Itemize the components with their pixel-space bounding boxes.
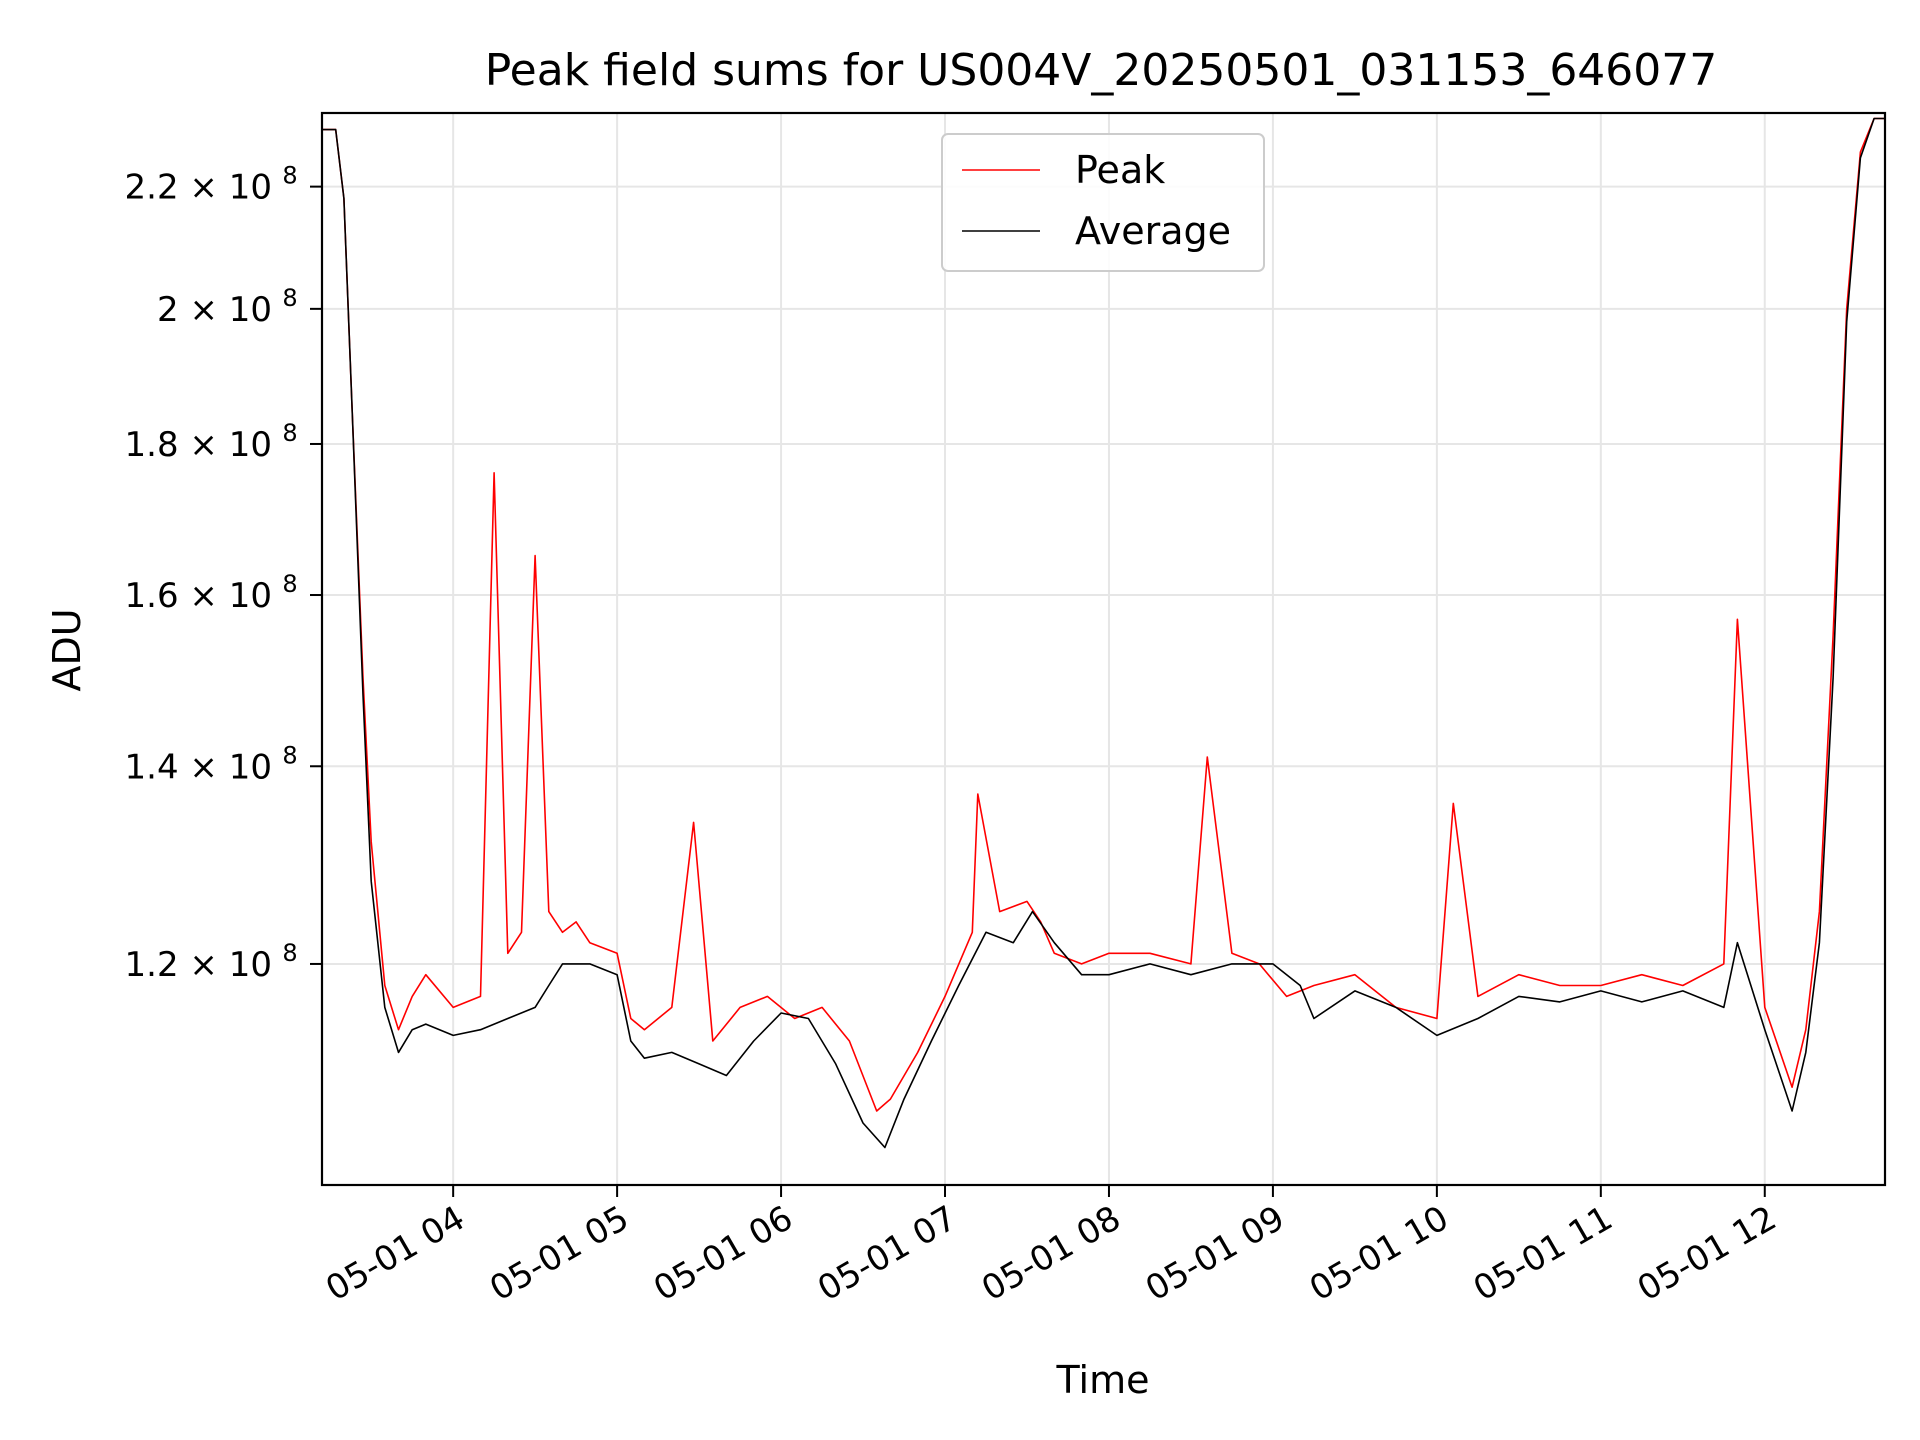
plot-frame — [320, 111, 1887, 1187]
x-tick-label: 05-01 04 — [319, 1198, 471, 1309]
x-tick-label: 05-01 11 — [1467, 1198, 1619, 1309]
legend-label-average: Average — [1075, 209, 1231, 253]
y-tick-label: 1.4 × 10 — [125, 747, 272, 787]
x-tick-label: 05-01 07 — [811, 1198, 963, 1309]
y-tick-exponent: 8 — [282, 570, 297, 598]
x-tick-label: 05-01 10 — [1303, 1198, 1455, 1309]
legend: Peak Average — [941, 133, 1265, 272]
y-axis: 1.2 × 10 8 1.4 × 10 8 1.6 × 10 8 1.8 × 10 8 2 × … — [125, 162, 322, 985]
x-tick-label: 05-01 12 — [1631, 1198, 1783, 1309]
x-axis-label: Time — [1056, 1358, 1150, 1402]
y-tick-label: 1.2 × 10 — [125, 945, 272, 985]
y-tick-label: 1.6 × 10 — [125, 576, 272, 616]
x-tick-label: 05-01 08 — [975, 1198, 1127, 1309]
y-tick-exponent: 8 — [282, 419, 297, 447]
legend-box — [941, 133, 1265, 272]
x-tick-label: 05-01 05 — [483, 1198, 635, 1309]
y-tick-label: 2.2 × 10 — [125, 168, 272, 208]
y-tick-exponent: 8 — [282, 162, 297, 190]
series-line-peak — [322, 117, 1885, 1112]
series-layer — [322, 117, 1885, 1149]
y-tick-exponent: 8 — [282, 939, 297, 967]
y-tick-exponent: 8 — [282, 284, 297, 312]
series-line-average — [322, 117, 1885, 1149]
y-tick-label: 1.8 × 10 — [125, 425, 272, 465]
y-tick-exponent: 8 — [282, 741, 297, 769]
grid-layer — [322, 113, 1885, 1185]
x-tick-label: 05-01 06 — [647, 1198, 799, 1309]
chart-title: Peak field sums for US004V_20250501_0311… — [485, 45, 1718, 96]
x-axis: 05-01 04 05-01 05 05-01 06 05-01 07 05-01 08… — [319, 1185, 1783, 1309]
x-tick-label: 05-01 09 — [1139, 1198, 1291, 1309]
y-tick-label: 2 × 10 — [157, 290, 272, 330]
y-axis-label: ADU — [45, 608, 89, 691]
legend-label-peak: Peak — [1075, 148, 1165, 192]
